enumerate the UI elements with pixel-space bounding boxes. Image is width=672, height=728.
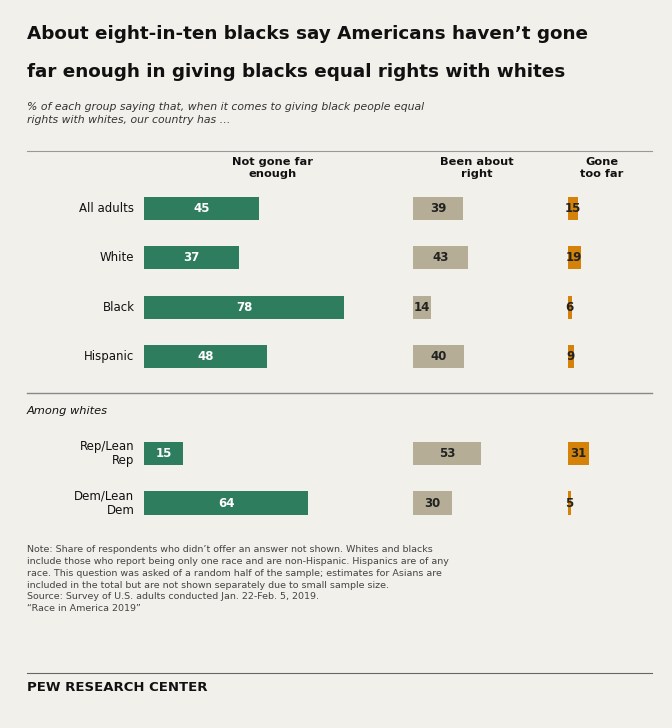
Text: 19: 19 — [566, 251, 583, 264]
Text: 43: 43 — [433, 251, 449, 264]
Bar — [568, 345, 574, 368]
Bar — [413, 246, 468, 269]
Text: 14: 14 — [414, 301, 430, 314]
Text: Note: Share of respondents who didn’t offer an answer not shown. Whites and blac: Note: Share of respondents who didn’t of… — [27, 545, 449, 613]
Text: 5: 5 — [565, 496, 574, 510]
Text: % of each group saying that, when it comes to giving black people equal
rights w: % of each group saying that, when it com… — [27, 102, 424, 124]
Text: 48: 48 — [198, 350, 214, 363]
Text: 40: 40 — [431, 350, 447, 363]
Bar — [144, 442, 183, 465]
Text: 31: 31 — [570, 447, 587, 460]
Bar — [144, 246, 239, 269]
Bar — [568, 296, 572, 319]
Text: 6: 6 — [566, 301, 574, 314]
Text: About eight-in-ten blacks say Americans haven’t gone: About eight-in-ten blacks say Americans … — [27, 25, 588, 44]
Text: 78: 78 — [236, 301, 252, 314]
Text: 15: 15 — [564, 202, 581, 215]
Bar — [144, 491, 308, 515]
Text: White: White — [100, 251, 134, 264]
Bar — [413, 491, 452, 515]
Bar — [568, 491, 571, 515]
Text: 37: 37 — [183, 251, 200, 264]
Bar — [144, 197, 259, 220]
Text: 45: 45 — [194, 202, 210, 215]
Text: 15: 15 — [155, 447, 172, 460]
Text: Not gone far
enough: Not gone far enough — [232, 157, 312, 179]
Text: 53: 53 — [439, 447, 456, 460]
Text: 9: 9 — [566, 350, 575, 363]
Bar — [568, 197, 578, 220]
Text: 39: 39 — [430, 202, 446, 215]
Text: PEW RESEARCH CENTER: PEW RESEARCH CENTER — [27, 681, 208, 695]
Text: Among whites: Among whites — [27, 406, 108, 416]
Bar — [413, 296, 431, 319]
Text: Gone
too far: Gone too far — [580, 157, 623, 179]
Bar — [568, 442, 589, 465]
Text: 64: 64 — [218, 496, 235, 510]
Bar — [144, 296, 343, 319]
Bar — [413, 345, 464, 368]
Text: far enough in giving blacks equal rights with whites: far enough in giving blacks equal rights… — [27, 63, 565, 82]
Text: 30: 30 — [424, 496, 441, 510]
Text: Been about
right: Been about right — [440, 157, 514, 179]
Bar — [144, 345, 267, 368]
Text: All adults: All adults — [79, 202, 134, 215]
Text: Rep/Lean
Rep: Rep/Lean Rep — [80, 440, 134, 467]
Text: Dem/Lean
Dem: Dem/Lean Dem — [75, 489, 134, 517]
Bar — [413, 197, 463, 220]
Text: Hispanic: Hispanic — [84, 350, 134, 363]
Text: Black: Black — [102, 301, 134, 314]
Bar — [568, 246, 581, 269]
Bar — [413, 442, 481, 465]
